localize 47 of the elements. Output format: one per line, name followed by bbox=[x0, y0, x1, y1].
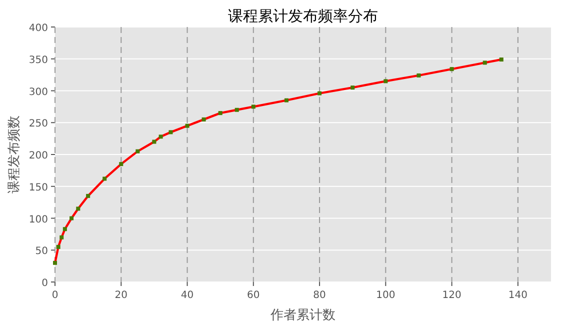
point bbox=[284, 98, 288, 102]
y-axis-title: 课程发布频数 bbox=[7, 116, 22, 194]
y-tick-label: 400 bbox=[28, 23, 48, 34]
x-tick-label: 0 bbox=[52, 290, 58, 301]
x-tick-label: 60 bbox=[247, 290, 260, 301]
line-series bbox=[54, 58, 502, 264]
chart-title: 课程累计发布频率分布 bbox=[228, 7, 378, 25]
point bbox=[499, 58, 504, 62]
x-tick-label: 100 bbox=[376, 290, 396, 301]
x-tick-label: 80 bbox=[313, 290, 326, 301]
point bbox=[60, 235, 64, 240]
x-tick-label: 20 bbox=[114, 290, 128, 301]
point bbox=[234, 108, 239, 112]
y-tick-label: 250 bbox=[28, 118, 48, 130]
point bbox=[416, 73, 421, 78]
point bbox=[384, 79, 388, 84]
point bbox=[102, 176, 107, 181]
y-tick-label: 300 bbox=[28, 86, 48, 98]
point bbox=[70, 216, 74, 220]
point bbox=[53, 260, 57, 265]
x-tick-label: 40 bbox=[180, 290, 194, 301]
point bbox=[86, 194, 90, 198]
point bbox=[119, 162, 124, 166]
point bbox=[185, 124, 190, 128]
y-tick-label: 100 bbox=[28, 214, 48, 226]
point bbox=[218, 111, 222, 116]
y-tick-label: 350 bbox=[28, 54, 48, 66]
point bbox=[158, 134, 163, 139]
point bbox=[56, 244, 60, 249]
y-tick-label: 150 bbox=[28, 182, 48, 194]
point bbox=[450, 67, 454, 72]
point bbox=[482, 60, 487, 65]
point bbox=[318, 91, 322, 96]
point bbox=[202, 117, 206, 122]
y-tick-label: 50 bbox=[35, 246, 48, 258]
point bbox=[251, 104, 256, 109]
point bbox=[152, 140, 156, 144]
x-tick-label: 140 bbox=[508, 290, 528, 301]
y-tick-label: 200 bbox=[28, 150, 48, 162]
x-axis-title: 作者累计数 bbox=[270, 308, 336, 323]
point bbox=[350, 86, 355, 90]
point bbox=[136, 149, 140, 154]
x-tick-label: 120 bbox=[442, 290, 462, 301]
y-tick-label: 0 bbox=[42, 278, 48, 289]
point bbox=[62, 227, 67, 232]
point bbox=[76, 206, 80, 211]
point bbox=[168, 130, 173, 134]
